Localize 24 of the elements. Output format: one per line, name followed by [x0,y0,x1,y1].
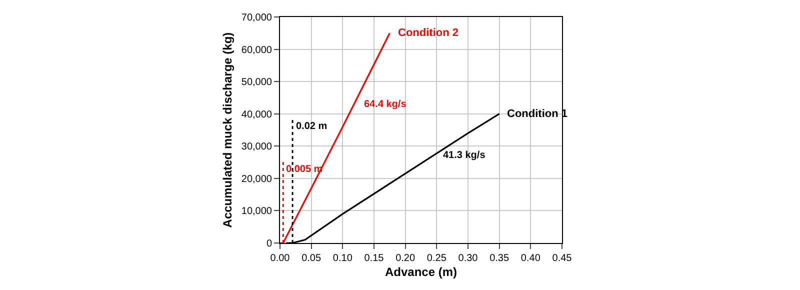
y-tick-label: 60,000 [241,44,272,56]
x-tick-label: 0.10 [332,253,353,264]
x-tick-label: 0.15 [364,253,384,264]
y-tick-label: 30,000 [241,142,272,153]
ref-line-label: 0.02 m [296,121,328,132]
y-tick-label: 10,000 [241,206,272,218]
x-tick-label: 0.00 [270,253,290,264]
x-tick-label: 0.45 [552,253,572,264]
x-tick-label: 0.40 [520,253,541,264]
x-tick-label: 0.35 [490,253,510,264]
y-tick-label: 50,000 [241,77,272,88]
y-tick-label: 40,000 [241,109,272,120]
x-tick-label: 0.30 [458,253,478,264]
series-label: Condition 2 [398,27,458,39]
y-tick-label: 20,000 [241,174,272,185]
annotation: 64.4 kg/s [364,99,407,110]
x-tick-label: 0.20 [396,253,416,264]
x-tick-label: 0.25 [426,253,447,264]
y-tick-label: 0 [266,238,272,250]
y-tick-label: 70,000 [241,12,272,24]
x-tick-label: 0.05 [302,253,322,264]
y-axis-title: Accumulated muck discharge (kg) [220,32,235,228]
x-axis-title: Advance (m) [384,264,458,279]
annotation: 41.3 kg/s [443,150,486,161]
